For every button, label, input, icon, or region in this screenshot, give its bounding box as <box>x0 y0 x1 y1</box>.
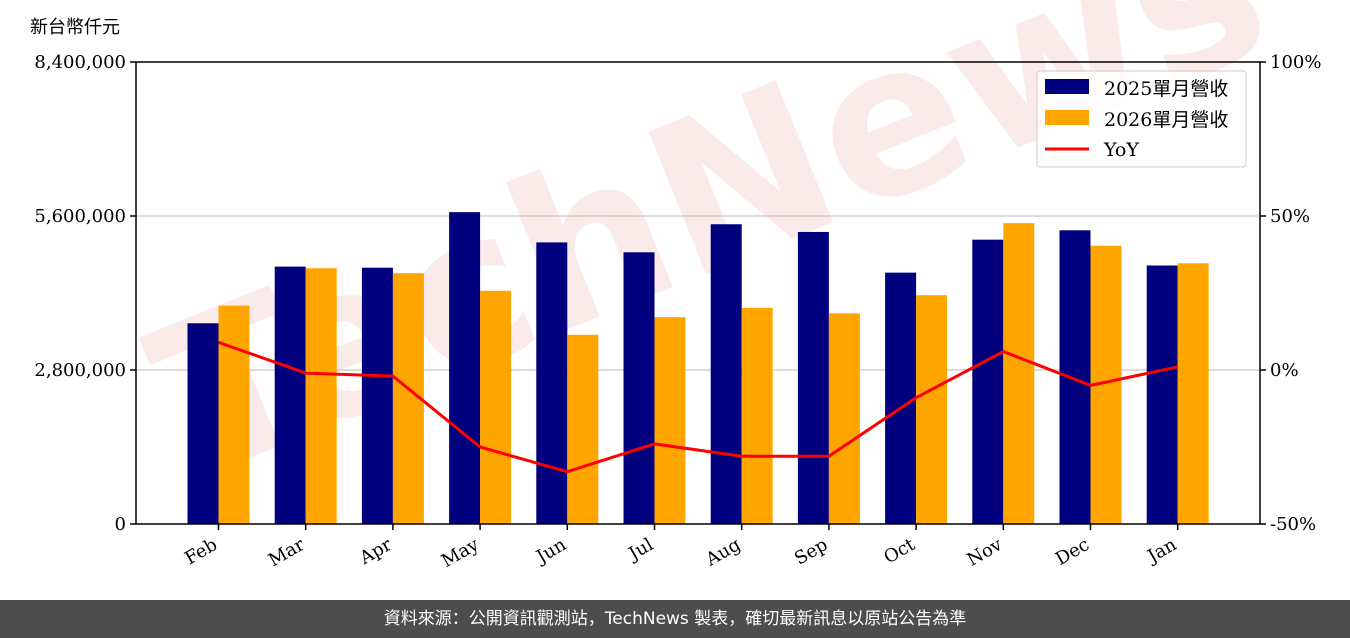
x-tick-label-sep: Sep <box>791 534 831 569</box>
left-tick-label: 0 <box>115 514 126 535</box>
x-tick-label-feb: Feb <box>181 534 221 569</box>
yoy-line-group <box>218 340 1179 474</box>
bar-2026-oct <box>916 295 948 524</box>
bar-2025-may <box>449 212 481 524</box>
x-tick-label-may: May <box>438 534 483 572</box>
left-tick-label: 5,600,000 <box>34 206 126 227</box>
bar-2026-nov <box>1003 223 1035 524</box>
bar-2025-sep <box>797 231 829 524</box>
bar-2025-jun <box>536 242 568 524</box>
x-tick-label-oct: Oct <box>880 534 919 569</box>
legend-box <box>1036 70 1247 168</box>
bar-2025-feb <box>187 323 219 524</box>
left-axis-ticks: 0 2,800,000 5,600,000 8,400,000 <box>34 52 136 535</box>
legend-label-yoy: YoY <box>1103 139 1139 161</box>
bar-2026-may <box>480 290 512 524</box>
left-axis-unit-label: 新台幣仟元 <box>30 17 120 38</box>
x-tick-label-dec: Dec <box>1052 534 1093 570</box>
plot-frame <box>135 61 1261 525</box>
bar-2026-mar <box>305 268 337 524</box>
x-tick-label-jan: Jan <box>1142 534 1180 568</box>
x-tick-label-nov: Nov <box>963 534 1006 571</box>
right-tick-label: 0% <box>1270 360 1299 381</box>
bar-2025-nov <box>972 239 1004 524</box>
legend-label-2026: 2026單月營收 <box>1104 109 1228 131</box>
x-axis-ticks: Feb Mar Apr May Jun Jul Aug Sep Oct Nov Dec Jan <box>181 524 1181 572</box>
legend-swatch-2026 <box>1045 110 1089 125</box>
x-tick-label-jun: Jun <box>531 534 570 569</box>
bar-2025-oct <box>885 272 917 524</box>
x-tick-label-mar: Mar <box>265 534 309 571</box>
x-tick-label-jul: Jul <box>623 534 657 566</box>
bar-2025-jan <box>1146 265 1178 524</box>
yoy-line <box>218 340 1179 474</box>
bars-group <box>187 212 1209 525</box>
bar-2025-jul <box>623 252 655 525</box>
bar-2025-mar <box>274 266 306 524</box>
footer-source-note: 資料來源：公開資訊觀測站，TechNews 製表，確切最新訊息以原站公告為準 <box>0 600 1350 638</box>
bar-2025-dec <box>1059 230 1091 525</box>
bar-2026-sep <box>828 313 860 524</box>
right-tick-label: 50% <box>1270 206 1310 227</box>
bar-2025-apr <box>361 267 393 524</box>
legend: 2025單月營收 2026單月營收 YoY <box>1036 70 1247 168</box>
bar-2026-jul <box>654 317 686 524</box>
legend-label-2025: 2025單月營收 <box>1104 78 1228 100</box>
bar-2026-feb <box>218 305 250 524</box>
bar-2026-jun <box>567 334 599 524</box>
legend-swatch-2025 <box>1045 79 1089 94</box>
right-tick-label: -50% <box>1270 514 1316 535</box>
right-axis-ticks: -50% 0% 50% 100% <box>1260 52 1321 535</box>
left-tick-label: 8,400,000 <box>34 52 126 73</box>
x-tick-label-apr: Apr <box>355 534 395 569</box>
right-tick-label: 100% <box>1270 52 1321 73</box>
x-tick-label-aug: Aug <box>702 534 745 571</box>
bar-2025-aug <box>710 224 742 524</box>
left-tick-label: 2,800,000 <box>34 360 126 381</box>
bar-2026-aug <box>741 307 773 524</box>
bar-2026-jan <box>1177 263 1209 524</box>
